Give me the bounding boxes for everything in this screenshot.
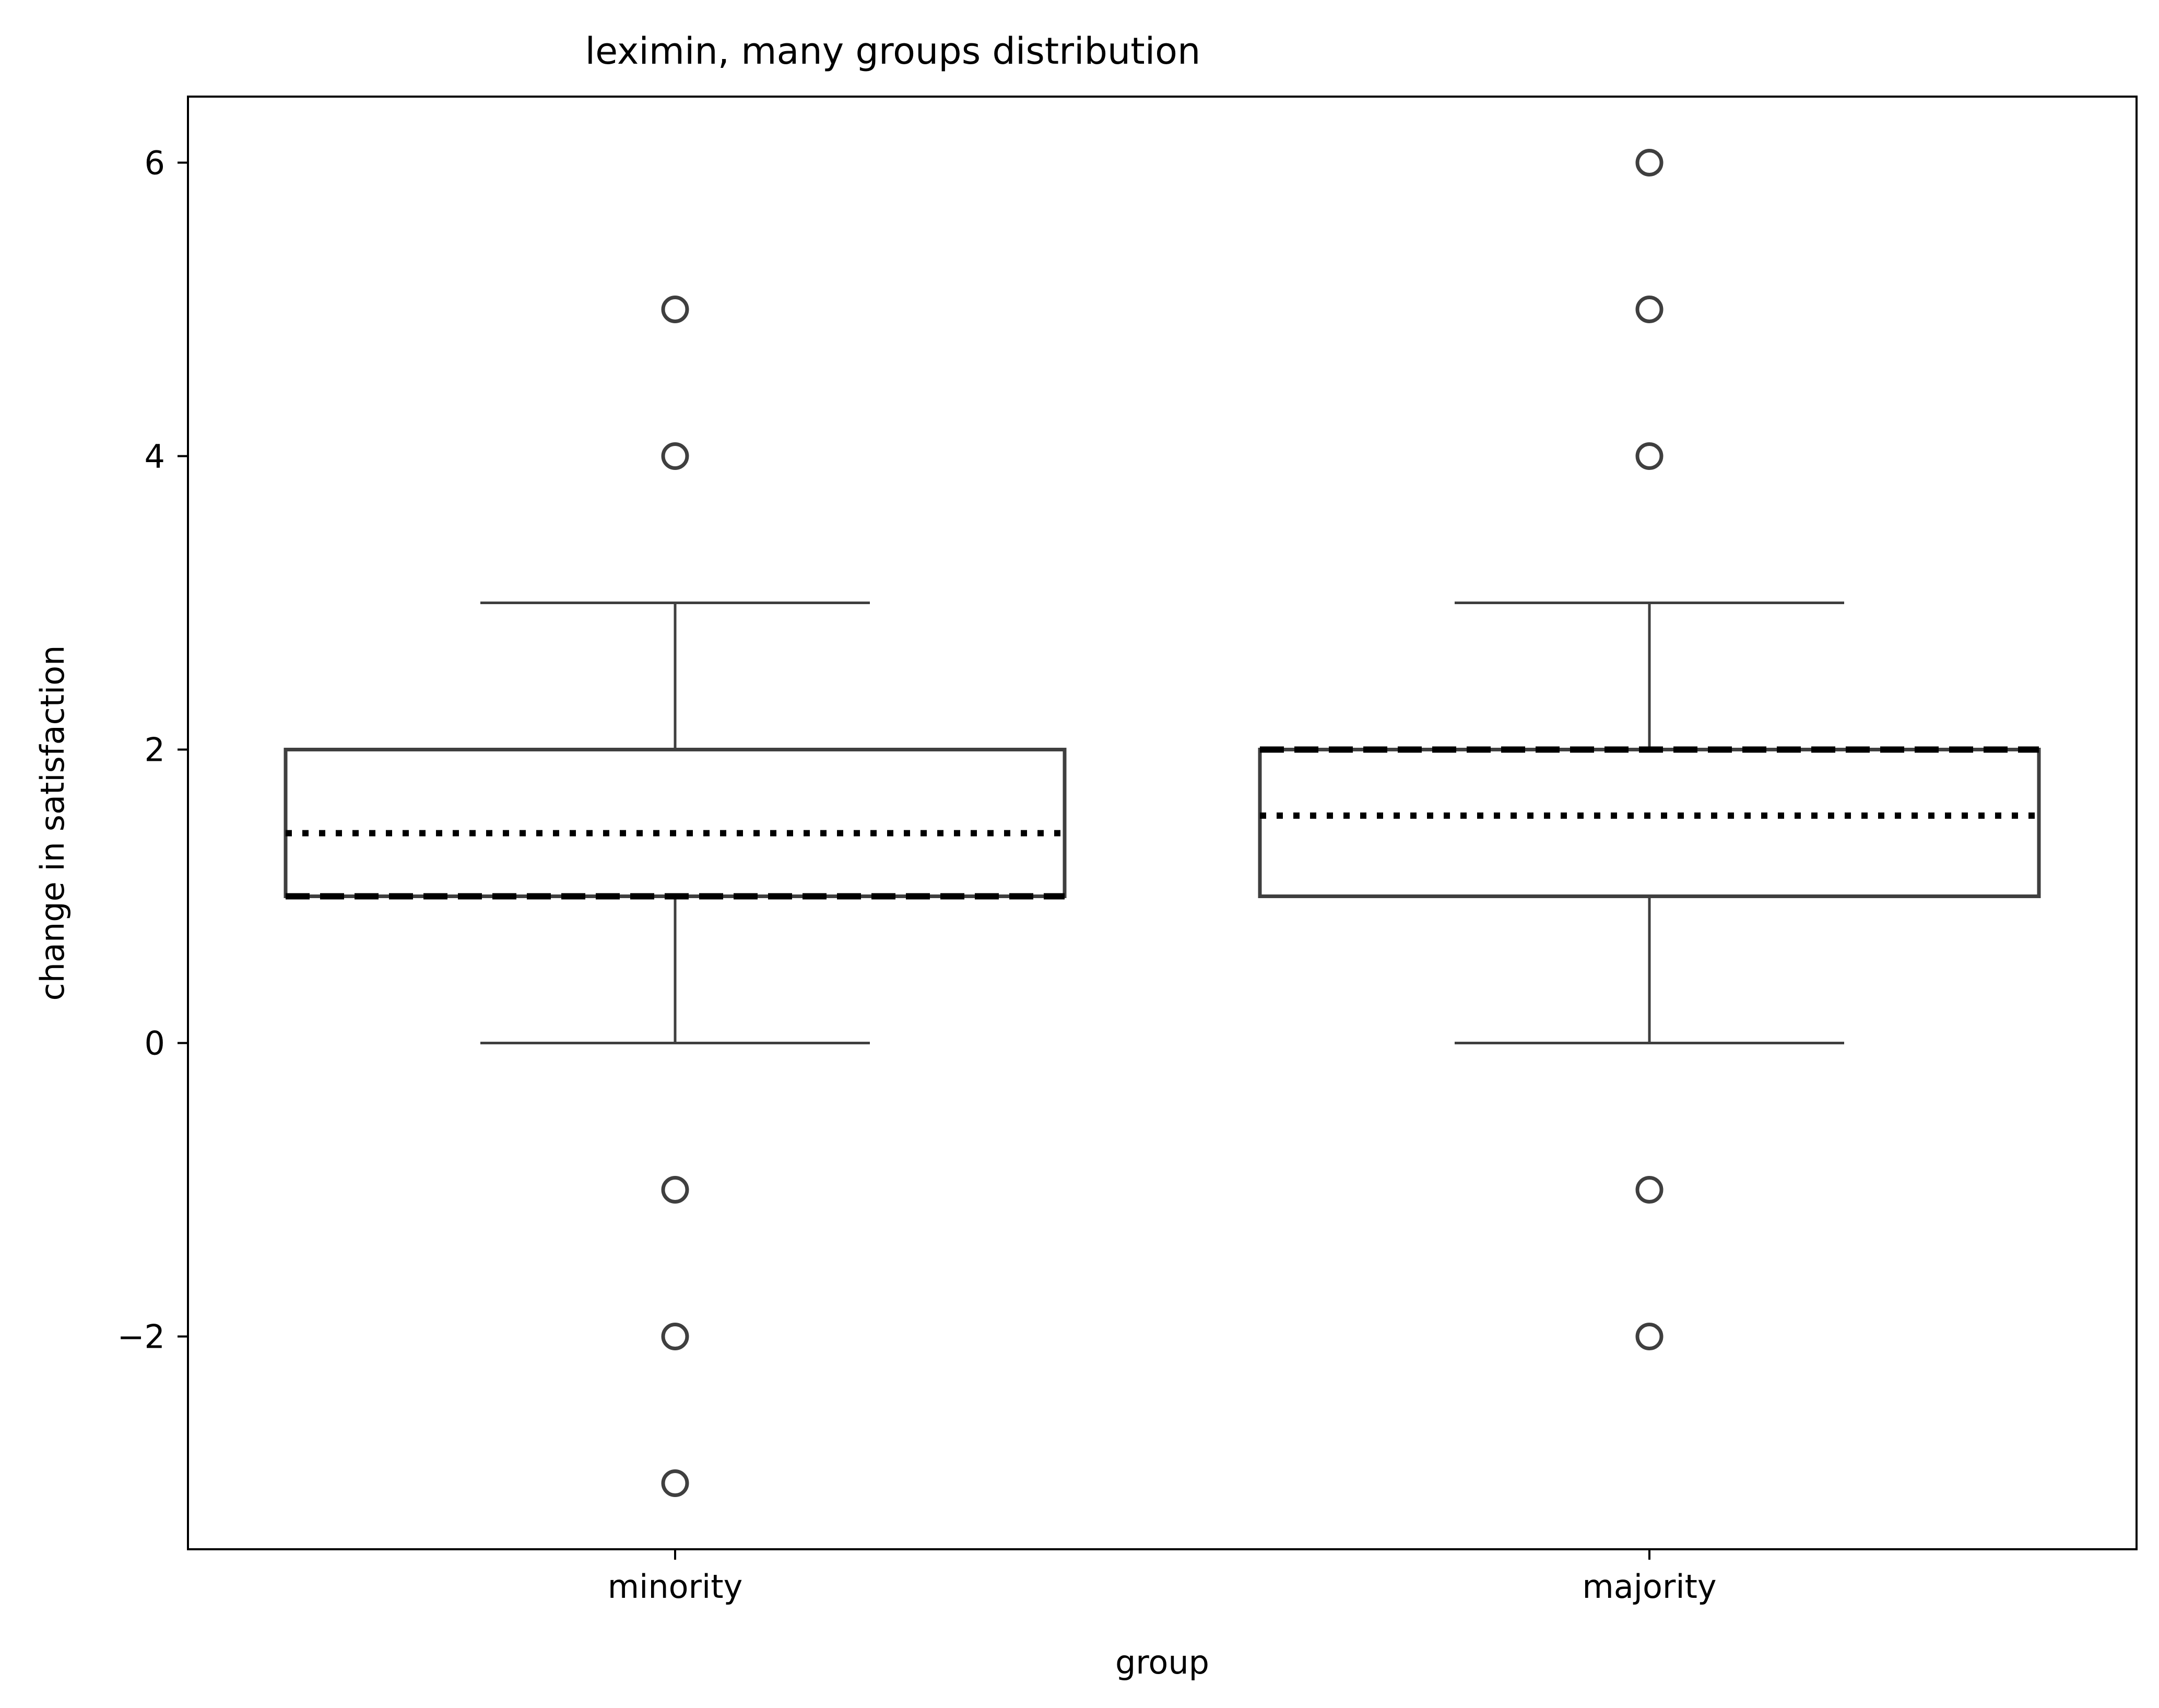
chart-title: leximin, many groups distribution xyxy=(585,30,1201,73)
outlier-point xyxy=(1635,1176,1664,1204)
outlier-point xyxy=(1635,442,1664,470)
y-tick-label: 4 xyxy=(145,437,165,475)
y-axis: −2 0 2 4 6 xyxy=(117,144,188,1356)
x-tick-label: minority xyxy=(608,1568,743,1606)
plot-area xyxy=(284,148,2041,1498)
y-tick-label: −2 xyxy=(117,1318,165,1356)
y-axis-label: change in satisfaction xyxy=(33,645,72,1001)
outlier-point xyxy=(661,1176,689,1204)
x-axis: minority majority xyxy=(608,1549,1717,1606)
y-tick-label: 0 xyxy=(145,1024,165,1063)
y-tick-label: 6 xyxy=(145,144,165,182)
outlier-point xyxy=(1635,1323,1664,1351)
box-group-majority xyxy=(1258,148,2041,1351)
x-axis-label: group xyxy=(1115,1643,1209,1681)
outlier-point xyxy=(661,1469,689,1498)
outlier-point xyxy=(1635,148,1664,176)
iqr-box xyxy=(1258,747,2041,899)
outlier-point xyxy=(661,295,689,323)
plot-frame xyxy=(187,96,2138,1550)
y-tick-label: 2 xyxy=(145,731,165,769)
outlier-point xyxy=(661,1323,689,1351)
x-tick-label: majority xyxy=(1582,1568,1716,1606)
outlier-point xyxy=(661,442,689,470)
outlier-point xyxy=(1635,295,1664,323)
iqr-box xyxy=(284,747,1067,899)
box-group-minority xyxy=(284,295,1067,1498)
